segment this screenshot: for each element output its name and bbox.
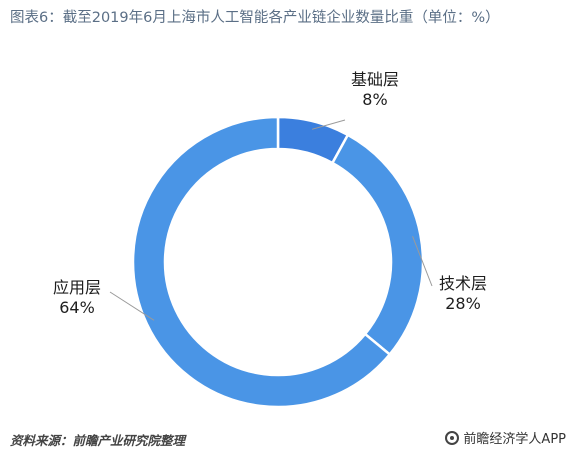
- chart-title: 图表6：截至2019年6月上海市人工智能各产业链企业数量比重（单位：%）: [10, 10, 500, 26]
- leader-application: [109, 291, 155, 321]
- label-application-name: 应用层: [52, 278, 101, 297]
- label-foundation-name: 基础层: [350, 70, 399, 89]
- label-technology-name: 技术层: [438, 274, 487, 293]
- label-technology: 技术层 28%: [428, 274, 498, 314]
- source-note: 资料来源：前瞻产业研究院整理: [10, 433, 186, 448]
- brand-name: 前瞻经济学人APP: [463, 432, 566, 447]
- slice-application: [131, 115, 392, 409]
- label-foundation: 基础层 8%: [340, 70, 410, 110]
- brand-watermark: 前瞻经济学人APP: [445, 428, 566, 447]
- leader-foundation: [311, 119, 346, 130]
- slice-technology: [330, 133, 425, 357]
- label-application: 应用层 64%: [42, 278, 112, 318]
- brand-logo-icon: [445, 430, 460, 445]
- label-foundation-value: 8%: [362, 90, 388, 109]
- label-technology-value: 28%: [445, 294, 481, 313]
- label-application-value: 64%: [59, 298, 95, 317]
- leader-technology: [412, 236, 433, 287]
